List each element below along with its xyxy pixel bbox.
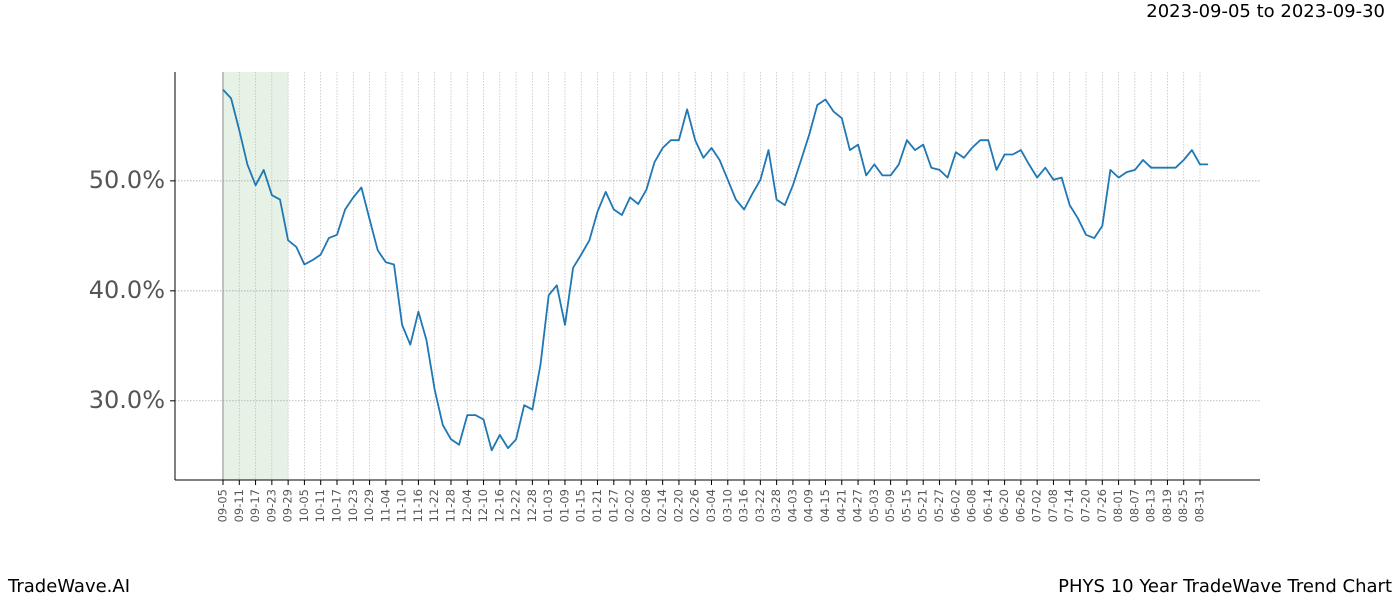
x-tick-label: 07-02 (1030, 489, 1044, 522)
x-tick-label: 06-20 (997, 489, 1011, 522)
x-tick-label: 09-11 (232, 489, 246, 522)
x-tick-label: 01-09 (557, 489, 571, 522)
x-tick-label: 02-20 (671, 489, 685, 522)
x-tick-label: 11-28 (443, 489, 457, 522)
x-tick-label: 08-19 (1160, 489, 1174, 522)
x-tick-label: 10-05 (297, 489, 311, 522)
x-tick-label: 12-10 (476, 489, 490, 522)
x-tick-label: 06-14 (981, 489, 995, 522)
x-tick-label: 01-27 (606, 489, 620, 522)
x-tick-label: 07-14 (1062, 489, 1076, 522)
x-tick-label: 08-25 (1176, 489, 1190, 522)
x-tick-label: 12-28 (525, 489, 539, 522)
x-tick-label: 08-07 (1127, 489, 1141, 522)
x-tick-label: 12-16 (492, 489, 506, 522)
x-tick-label: 01-15 (574, 489, 588, 522)
y-tick-label: 40.0% (89, 276, 165, 304)
x-tick-label: 12-04 (460, 489, 474, 522)
x-tick-label: 11-04 (378, 489, 392, 522)
x-tick-label: 07-08 (1046, 489, 1060, 522)
x-tick-label: 10-29 (362, 489, 376, 522)
x-tick-label: 10-17 (329, 489, 343, 522)
x-tick-label: 02-08 (639, 489, 653, 522)
x-tick-label: 11-16 (411, 489, 425, 522)
x-tick-label: 05-15 (899, 489, 913, 522)
x-tick-label: 10-23 (346, 489, 360, 522)
x-tick-label: 06-02 (948, 489, 962, 522)
x-tick-label: 04-15 (818, 489, 832, 522)
x-tick-label: 12-22 (509, 489, 523, 522)
x-tick-label: 03-10 (720, 489, 734, 522)
trend-line (222, 88, 1209, 452)
x-tick-label: 03-28 (769, 489, 783, 522)
x-tick-label: 10-11 (313, 489, 327, 522)
x-tick-label: 09-29 (281, 489, 295, 522)
x-tick-label: 09-05 (216, 489, 230, 522)
y-tick-label: 50.0% (89, 166, 165, 194)
brand: TradeWave.AI (7, 576, 130, 597)
x-tick-label: 04-21 (834, 489, 848, 522)
x-tick-label: 09-17 (248, 489, 262, 522)
x-tick-label: 11-10 (395, 489, 409, 522)
x-tick-label: 06-26 (1013, 489, 1027, 522)
x-tick-label: 02-26 (688, 489, 702, 522)
x-tick-label: 02-02 (623, 489, 637, 522)
x-tick-label: 07-20 (1079, 489, 1093, 522)
x-tick-label: 05-27 (932, 489, 946, 522)
x-tick-label: 01-21 (590, 489, 604, 522)
x-tick-label: 03-22 (753, 489, 767, 522)
x-tick-label: 04-27 (851, 489, 865, 522)
x-tick-label: 08-31 (1193, 489, 1207, 522)
x-tick-label: 09-23 (264, 489, 278, 522)
x-tick-label: 05-09 (883, 489, 897, 522)
y-tick-label: 30.0% (89, 386, 165, 414)
chart-title: PHYS 10 Year TradeWave Trend Chart (1058, 576, 1392, 597)
x-tick-label: 01-03 (541, 489, 555, 522)
x-tick-label: 02-14 (655, 489, 669, 522)
x-tick-label: 03-04 (704, 489, 718, 522)
x-tick-label: 04-03 (785, 489, 799, 522)
date-range: 2023-09-05 to 2023-09-30 (1146, 1, 1385, 22)
x-tick-label: 06-08 (965, 489, 979, 522)
x-tick-label: 05-03 (867, 489, 881, 522)
x-tick-label: 03-16 (737, 489, 751, 522)
x-tick-label: 07-26 (1095, 489, 1109, 522)
x-tick-label: 04-09 (802, 489, 816, 522)
x-tick-label: 11-22 (427, 489, 441, 522)
x-tick-label: 05-21 (916, 489, 930, 522)
x-tick-label: 08-01 (1111, 489, 1125, 522)
x-tick-label: 08-13 (1144, 489, 1158, 522)
